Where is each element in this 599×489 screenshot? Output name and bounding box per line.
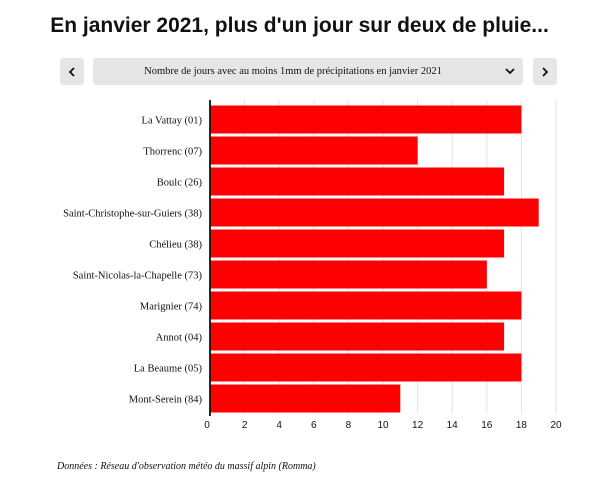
category-label: Saint-Christophe-sur-Guiers (38) [63,209,202,220]
category-label: Saint-Nicolas-la-Chapelle (73) [73,271,203,282]
bar [210,291,522,320]
chevron-right-icon [542,66,549,77]
indicator-select-value: Nombre de jours avec au moins 1mm de pré… [144,66,442,77]
x-tick-label: 8 [346,420,352,431]
category-label: La Vattay (01) [142,116,203,127]
bar [210,167,505,196]
bar [210,260,487,289]
bar-chart: La Vattay (01) Thorrenc (07) Boulc (26) Sai… [63,100,562,431]
previous-button[interactable] [60,58,84,85]
x-tick-label: 0 [204,420,210,431]
bar [210,353,522,382]
x-tick-label: 4 [276,420,282,431]
x-tick-label: 12 [412,420,424,431]
x-tick-label: 2 [242,420,248,431]
category-label: Boulc (26) [157,178,203,189]
category-label: La Beaume (05) [134,364,203,375]
next-button[interactable] [533,58,557,85]
x-tick-label: 14 [447,420,459,431]
chevron-left-icon [68,66,75,77]
bar [210,136,418,165]
bar [210,229,505,258]
bar [210,198,539,227]
bar [210,384,401,413]
chevron-down-icon [505,68,515,75]
bar [210,322,505,351]
x-tick-label: 18 [516,420,528,431]
chart-title: En janvier 2021, plus d'un jour sur deux… [50,14,549,37]
x-tick-label: 20 [550,420,562,431]
category-label: Thorrenc (07) [143,147,202,158]
category-label: Marignier (74) [140,302,203,313]
x-tick-label: 16 [481,420,493,431]
category-label: Chélieu (38) [149,240,202,251]
bar [210,105,522,134]
indicator-select[interactable]: Nombre de jours avec au moins 1mm de pré… [93,58,523,85]
category-label: Mont-Serein (84) [129,395,203,406]
x-tick-label: 10 [377,420,389,431]
category-label: Annot (04) [156,333,203,344]
data-source-note: Données : Réseau d'observation météo du … [57,461,316,472]
x-tick-label: 6 [311,420,317,431]
